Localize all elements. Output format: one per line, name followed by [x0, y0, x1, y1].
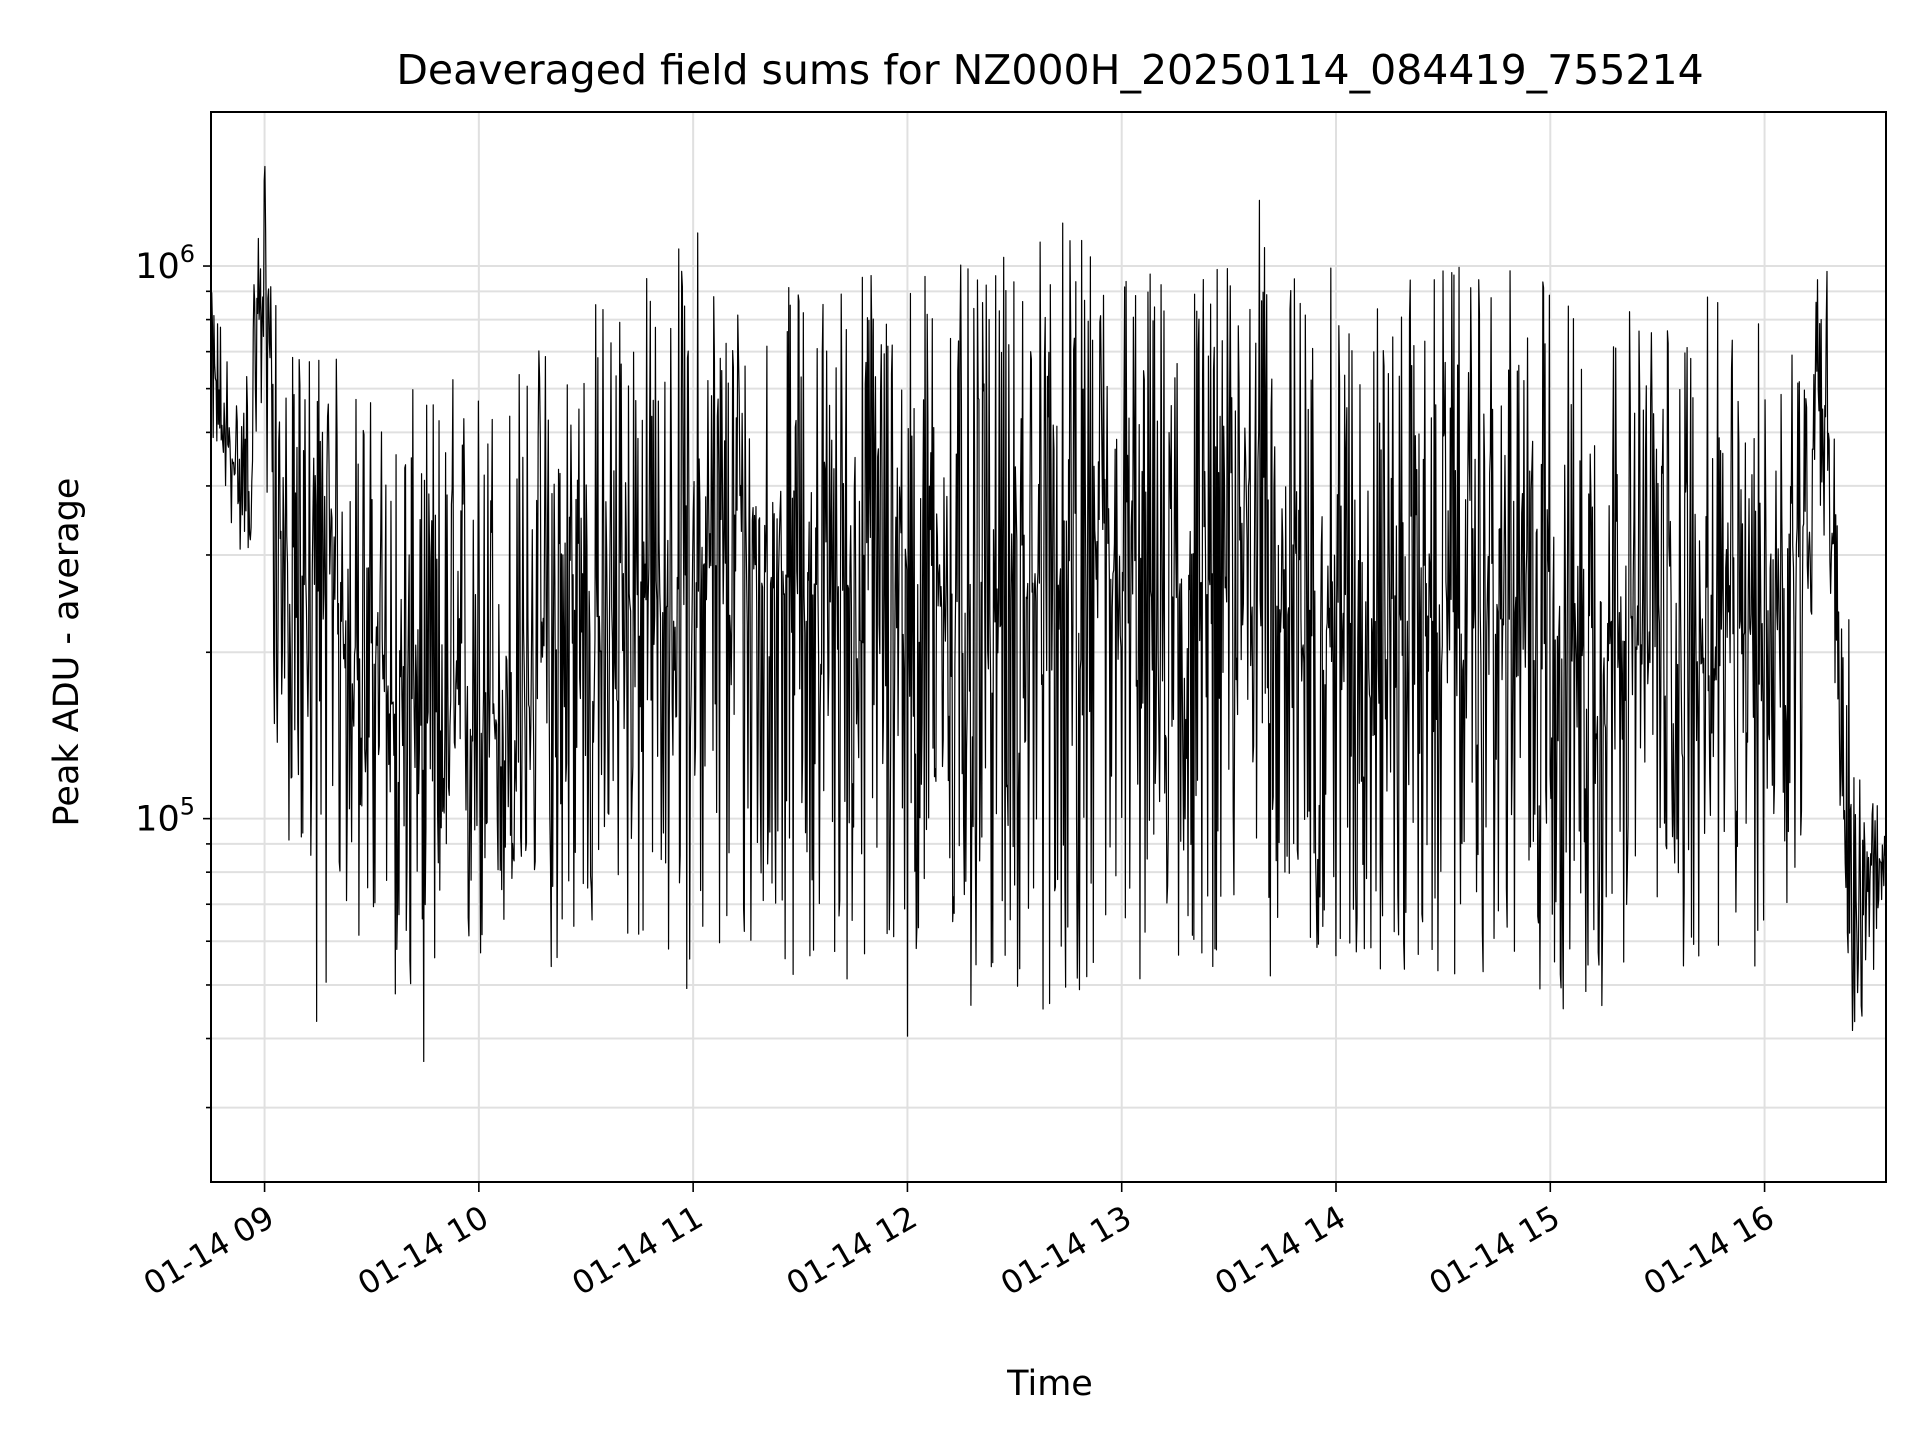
- chart-title: Deaveraged field sums for NZ000H_2025011…: [396, 46, 1703, 94]
- plot-frame: [210, 111, 1887, 1183]
- y-axis-label: Peak ADU - average: [47, 478, 87, 827]
- y-tick-label: 105: [135, 793, 195, 840]
- data-series: [210, 165, 1887, 1063]
- y-tick-label: 106: [135, 240, 195, 287]
- x-axis-label: Time: [1006, 1364, 1093, 1404]
- series-line: [210, 165, 1887, 1063]
